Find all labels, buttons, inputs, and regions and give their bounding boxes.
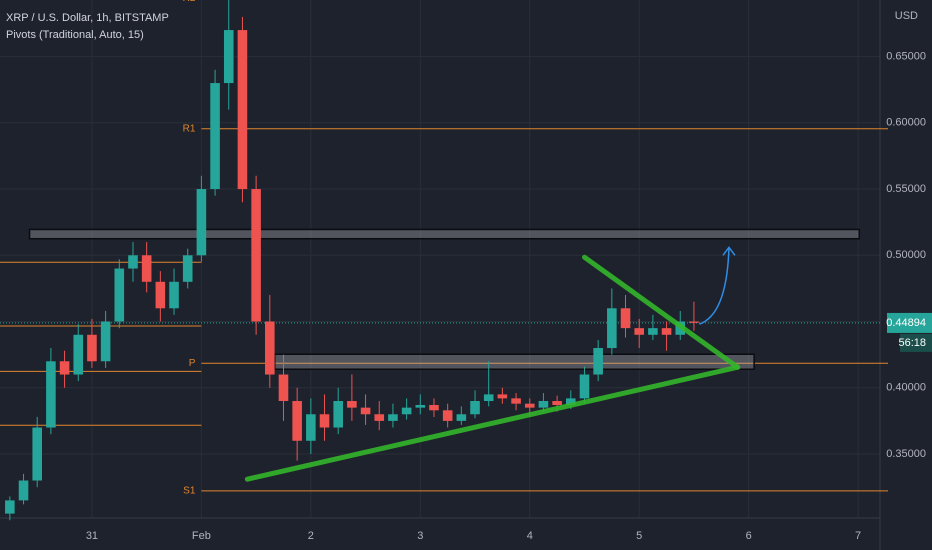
candle-body <box>251 189 261 322</box>
candle-body <box>59 361 70 375</box>
y-tick-label: 0.40000 <box>886 382 926 394</box>
candle-body <box>607 308 617 349</box>
candle-body <box>360 407 371 415</box>
x-tick-label: 6 <box>746 530 752 542</box>
arrow <box>699 247 730 325</box>
candle-body <box>87 334 97 362</box>
candle-body <box>169 281 179 309</box>
candle-body <box>210 83 220 190</box>
candle-body <box>511 398 521 404</box>
candle-body <box>73 334 84 375</box>
chart-subtitle: Pivots (Traditional, Auto, 15) <box>6 29 144 41</box>
candle-body <box>429 404 439 411</box>
trendline <box>244 364 741 482</box>
candle-body <box>566 398 576 405</box>
candle-body <box>278 374 289 402</box>
candle-body <box>538 401 549 408</box>
candle-body <box>374 414 385 421</box>
candle-body <box>333 401 343 428</box>
x-tick-label: 4 <box>527 530 533 542</box>
candle-body <box>182 255 193 282</box>
candle-body <box>388 414 398 421</box>
countdown-tag <box>900 333 932 352</box>
zone <box>28 228 860 240</box>
candle-body <box>155 281 166 309</box>
candle-body <box>552 401 562 405</box>
candle-body <box>661 328 672 335</box>
candle-body <box>415 404 426 408</box>
y-unit: USD <box>895 10 918 22</box>
x-tick-label: 2 <box>308 530 314 542</box>
y-tick-label: 0.35000 <box>886 448 926 460</box>
arrow-head <box>722 246 736 256</box>
candle-body <box>32 427 43 481</box>
trendline <box>581 254 741 370</box>
pivot-label: S1 <box>183 485 196 496</box>
candle-body <box>306 414 316 441</box>
candle-body <box>292 401 302 441</box>
candle-body <box>620 308 631 329</box>
candle-body <box>196 189 207 256</box>
candle-body <box>100 321 111 362</box>
candle-body <box>5 500 15 514</box>
candle-body <box>18 480 29 501</box>
candle-body <box>634 328 644 335</box>
candle-body <box>648 328 658 335</box>
last-price-tag <box>887 312 932 333</box>
candle-body <box>319 414 330 428</box>
candle-body <box>114 268 125 322</box>
candle-body <box>593 348 603 375</box>
x-tick-label: 3 <box>417 530 423 542</box>
candle-body <box>141 255 152 282</box>
candle-body <box>497 394 508 399</box>
candle-body <box>237 30 248 190</box>
y-tick-label: 0.50000 <box>886 249 926 261</box>
x-tick-label: Feb <box>192 530 211 542</box>
candle-body <box>265 321 275 375</box>
candle-body <box>347 401 357 408</box>
candle-body <box>128 255 138 269</box>
y-tick-label: 0.55000 <box>886 183 926 195</box>
x-tick-label: 7 <box>855 530 861 542</box>
candle-body <box>579 374 590 399</box>
countdown: 56:18 <box>898 337 926 349</box>
candle-body <box>689 321 699 323</box>
zone <box>273 353 755 370</box>
candle-body <box>483 394 494 402</box>
candle-body <box>442 410 453 421</box>
y-tick-label: 0.60000 <box>886 117 926 129</box>
pivot-label: R1 <box>183 123 196 134</box>
pivot-label: P <box>189 358 196 369</box>
last-price-label: 0.44894 <box>886 317 926 329</box>
chart-title: XRP / U.S. Dollar, 1h, BITSTAMP <box>6 12 169 24</box>
candle-body <box>223 30 234 84</box>
candle-body <box>524 403 535 408</box>
y-tick-label: 0.65000 <box>886 50 926 62</box>
x-tick-label: 31 <box>86 530 98 542</box>
x-tick-label: 5 <box>636 530 642 542</box>
pivot-label: R2 <box>183 0 196 4</box>
candle-body <box>470 401 480 415</box>
candle-body <box>401 407 412 415</box>
candle-body <box>46 361 56 428</box>
candle-body <box>456 414 467 421</box>
